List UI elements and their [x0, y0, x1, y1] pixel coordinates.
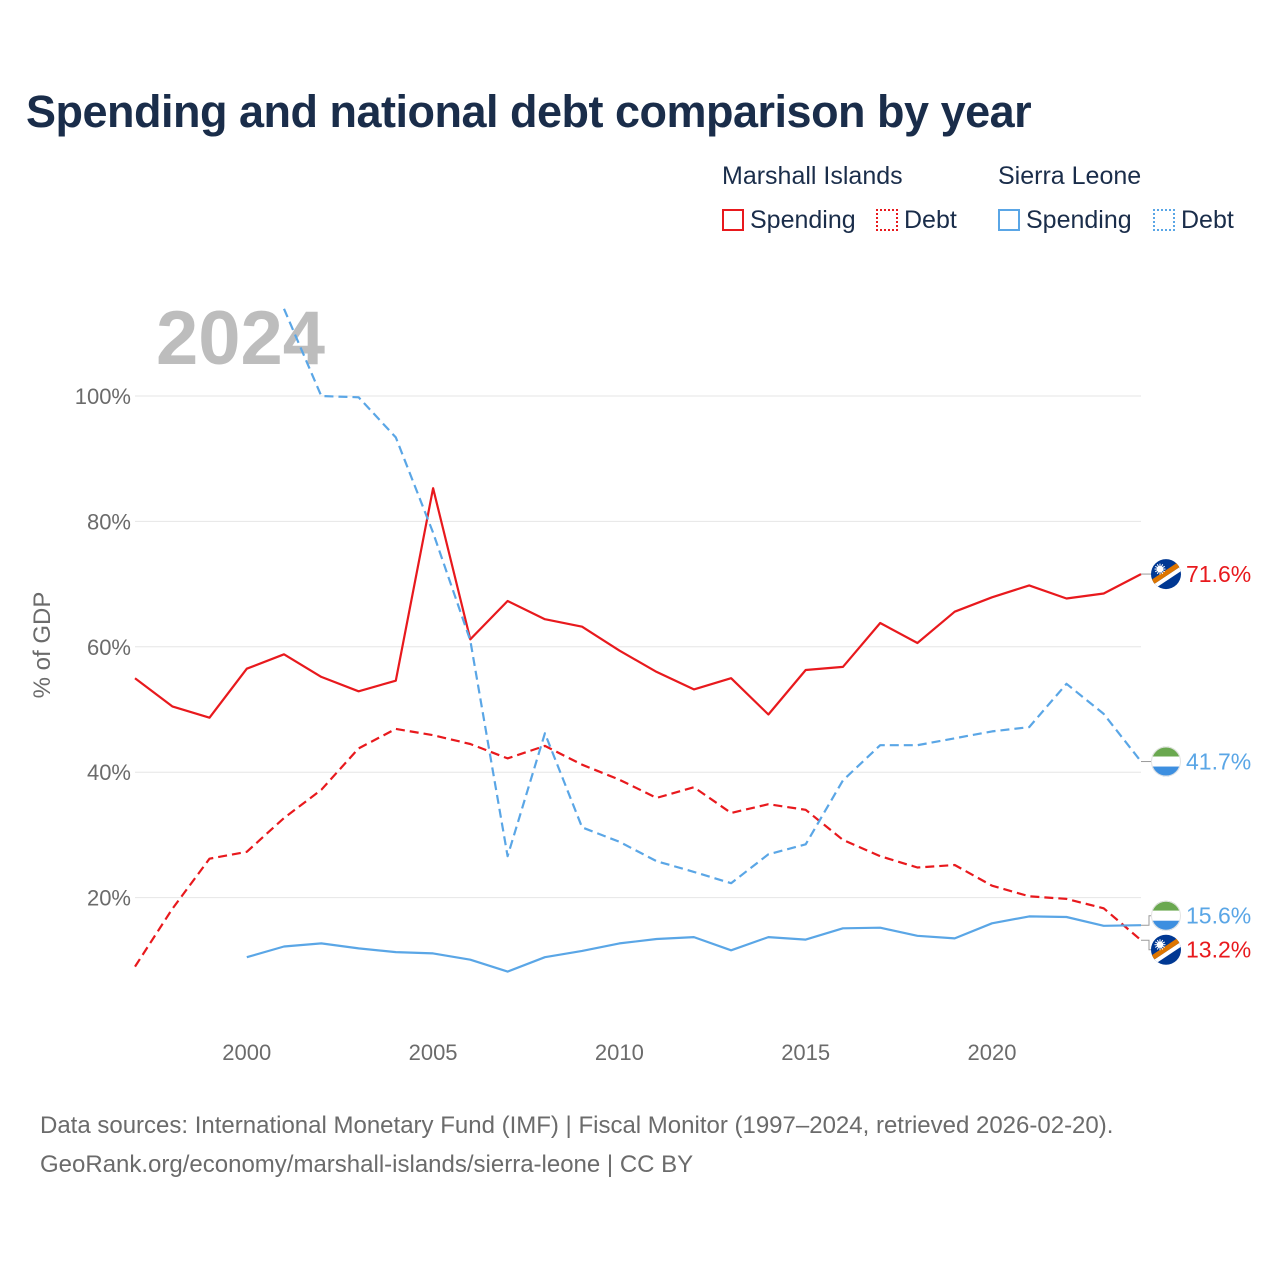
x-axis-ticks: 2000 2005 2010 2015 2020 [222, 1040, 1016, 1065]
y-tick-label: 60% [87, 635, 131, 660]
end-label-sierra-leone-spending: 15.6% [1141, 900, 1251, 931]
flag-stripe-white [1151, 941, 1181, 965]
flag-star-ray [1159, 941, 1166, 946]
end-label-sierra-leone-debt: 41.7% [1141, 746, 1251, 777]
year-watermark: 2024 [156, 296, 325, 381]
y-tick-label: 100% [75, 384, 131, 409]
sources-line-1: Data sources: International Monetary Fun… [40, 1112, 1114, 1139]
y-tick-label: 80% [87, 509, 131, 534]
legend-swatch-solid [998, 209, 1020, 231]
x-tick-label: 2020 [967, 1040, 1016, 1065]
flag-outline [1151, 900, 1181, 931]
legend-sierra-spending[interactable]: Spending [998, 204, 1132, 236]
chart-title: Spending and national debt comparison by… [26, 86, 1032, 137]
flag-bands [1151, 746, 1181, 777]
y-axis-label: % of GDP [29, 592, 56, 699]
y-tick-label: 20% [87, 886, 131, 911]
legend-marshall-spending[interactable]: Spending [722, 204, 856, 236]
sources-line-2[interactable]: GeoRank.org/economy/marshall-islands/sie… [40, 1151, 694, 1178]
sierra-leone-spending-line [246, 915, 1142, 973]
legend-label: Debt [904, 205, 957, 234]
end-label-value: 15.6% [1186, 903, 1251, 929]
end-labels: 71.6% 41.7% 15.6% 13.2% [1141, 559, 1251, 965]
marshall-islands-flag-icon [1151, 559, 1181, 590]
x-tick-label: 2010 [595, 1040, 644, 1065]
grid-lines [135, 395, 1141, 899]
legend-group-sierra-leone: Sierra Leone [998, 162, 1142, 190]
x-tick-label: 2005 [409, 1040, 458, 1065]
legend-sierra-debt[interactable]: Debt [1153, 204, 1234, 236]
y-tick-label: 40% [87, 760, 131, 785]
x-tick-label: 2000 [222, 1040, 271, 1065]
flag-band-white [1151, 756, 1181, 767]
flag-stripes [1151, 935, 1181, 965]
sierra-leone-flag-icon [1151, 900, 1181, 931]
legend-marshall-debt[interactable]: Debt [876, 204, 957, 236]
x-tick-label: 2015 [781, 1040, 830, 1065]
flag-bands [1151, 900, 1181, 931]
marshall-islands-spending-line [134, 487, 1142, 719]
end-label-value: 41.7% [1186, 749, 1251, 775]
legend-group-marshall-islands: Marshall Islands [722, 162, 903, 190]
flag-star-ray [1159, 565, 1166, 570]
legend-swatch-dotted [1153, 209, 1175, 231]
flag-band-green [1151, 746, 1181, 757]
legend-label: Debt [1181, 205, 1234, 234]
legend-label: Spending [750, 205, 856, 234]
series-lines [134, 308, 1142, 973]
flag-outline [1151, 746, 1181, 777]
sierra-leone-flag-icon [1151, 746, 1181, 777]
flag-stripe-orange [1151, 560, 1181, 587]
end-label-marshall-islands-debt: 13.2% [1141, 934, 1251, 965]
flag-band-white [1151, 910, 1181, 921]
marshall-islands-debt-line [134, 727, 1142, 968]
end-label-marshall-islands-spending: 71.6% [1141, 559, 1251, 590]
y-axis-ticks: 20% 40% 60% 80% 100% [75, 384, 131, 911]
flag-stripes [1151, 560, 1181, 590]
sierra-leone-debt-line [282, 308, 1142, 885]
legend-swatch-dotted [876, 209, 898, 231]
end-label-value: 13.2% [1186, 937, 1251, 963]
marshall-islands-flag-icon [1151, 934, 1181, 965]
flag-band-blue [1151, 766, 1181, 777]
flag-band-blue [1151, 920, 1181, 931]
end-label-value: 71.6% [1186, 561, 1251, 587]
flag-band-green [1151, 900, 1181, 911]
data-sources: Data sources: International Monetary Fun… [40, 1106, 1113, 1184]
flag-stripe-orange [1151, 935, 1181, 962]
flag-stripe-white [1151, 566, 1181, 590]
legend-swatch-solid [722, 209, 744, 231]
legend-label: Spending [1026, 205, 1132, 234]
